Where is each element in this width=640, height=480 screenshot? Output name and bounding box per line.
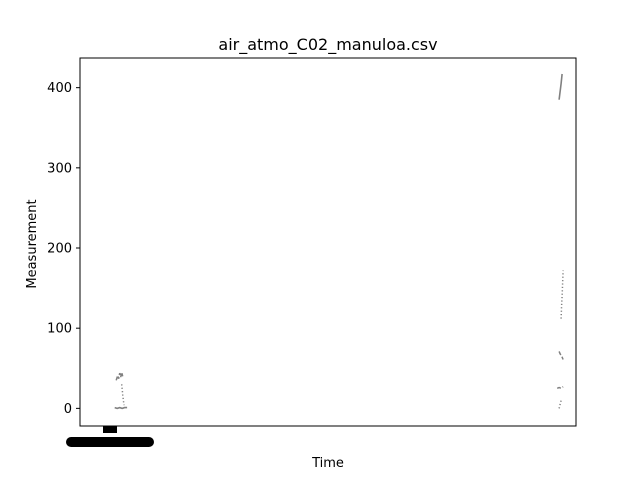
series-line-7: [556, 386, 564, 390]
series-line-2: [114, 406, 128, 410]
series-layer: [114, 73, 564, 410]
x-tick-labels-overlapped: [66, 437, 154, 447]
y-tick-label: 0: [64, 402, 72, 417]
series-line-5: [560, 270, 564, 319]
series-line-4: [558, 73, 563, 100]
series-line-1: [115, 372, 124, 381]
x-tick-clutter: [66, 426, 154, 447]
y-tick-label: 300: [47, 161, 72, 176]
chart-title: air_atmo_C02_manuloa.csv: [218, 35, 437, 55]
x-axis-label: Time: [311, 456, 344, 471]
y-tick-label: 200: [47, 242, 72, 257]
series-line-6: [558, 351, 564, 360]
y-tick-label: 400: [47, 81, 72, 96]
y-axis-label: Measurement: [25, 199, 40, 288]
series-line-3: [120, 384, 125, 406]
plot-area-frame: [79, 57, 577, 427]
x-tick-marks-cluster: [103, 426, 117, 433]
y-axis: 0 100 200 300 400: [47, 81, 80, 417]
y-tick-label: 100: [47, 322, 72, 337]
series-line-8: [558, 398, 563, 409]
